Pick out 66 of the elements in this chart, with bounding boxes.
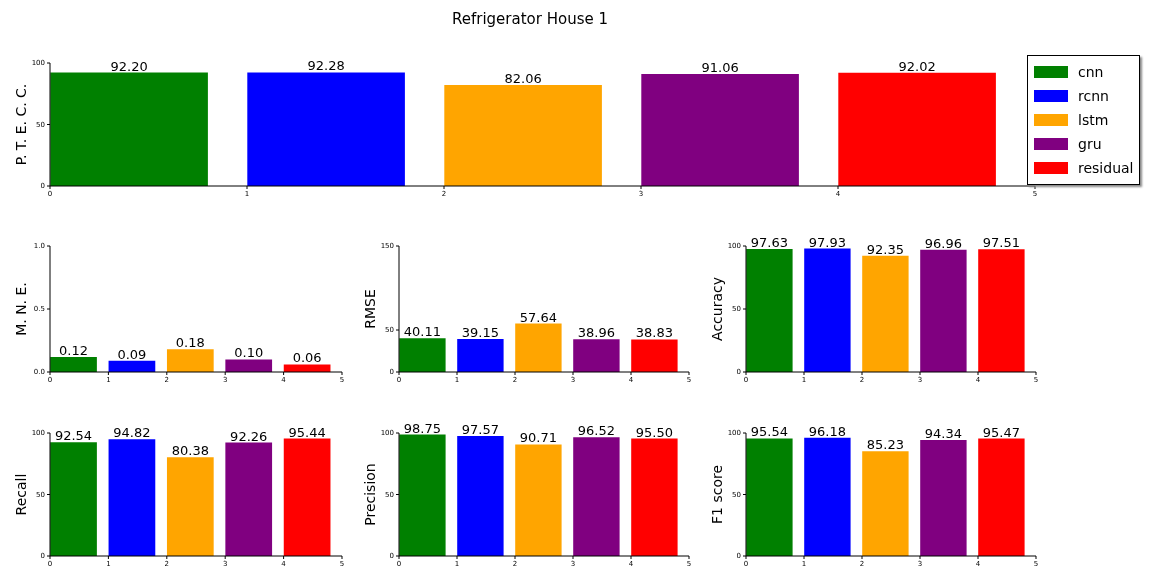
data-label: 97.63 — [750, 234, 789, 250]
data-label: 94.82 — [113, 425, 151, 441]
legend-label: gru — [1078, 136, 1102, 152]
bar — [283, 364, 331, 372]
data-label: 92.20 — [110, 58, 148, 74]
data-label: 95.44 — [288, 424, 326, 440]
bar — [573, 339, 620, 372]
legend-label: rcnn — [1078, 88, 1109, 104]
data-label: 96.52 — [577, 423, 616, 439]
bar — [920, 249, 967, 372]
bar — [283, 438, 331, 556]
legend-label: residual — [1078, 160, 1134, 176]
data-label: 95.54 — [750, 424, 789, 440]
data-label: 85.23 — [866, 437, 905, 453]
data-label: 0.06 — [292, 350, 322, 366]
bar — [225, 442, 273, 556]
bar — [631, 339, 678, 372]
data-label: 82.06 — [504, 71, 542, 87]
data-label: 38.96 — [577, 325, 616, 341]
y-axis-title: Accuracy — [708, 277, 725, 341]
data-label: 97.57 — [461, 421, 500, 437]
data-label: 98.75 — [403, 420, 442, 436]
y-axis-title: Recall — [12, 473, 29, 516]
data-label: 92.28 — [307, 58, 345, 74]
bar — [166, 349, 214, 372]
data-label: 0.10 — [234, 345, 264, 361]
bar — [166, 457, 214, 556]
bar — [50, 356, 97, 372]
data-label: 94.34 — [924, 425, 963, 441]
data-label: 80.38 — [171, 443, 209, 459]
data-label: 0.12 — [59, 342, 88, 358]
data-label: 96.96 — [924, 235, 963, 251]
bar — [50, 442, 97, 556]
data-label: 97.93 — [808, 234, 847, 250]
y-axis-title: F1 score — [708, 464, 725, 525]
bar — [978, 249, 1025, 372]
data-label: 92.26 — [230, 428, 268, 444]
bar — [108, 439, 156, 556]
data-label: 92.54 — [54, 428, 93, 444]
data-label: 0.09 — [117, 346, 147, 362]
bar — [862, 255, 909, 372]
y-axis-title: P. T. E. C. C. — [12, 83, 29, 166]
data-label: 57.64 — [519, 309, 558, 325]
data-label: 0.18 — [175, 335, 205, 351]
data-label: 97.51 — [982, 235, 1021, 251]
y-axis-title: RMSE — [361, 289, 378, 329]
data-label: 96.18 — [808, 423, 847, 439]
y-axis-title: M. N. E. — [12, 282, 29, 336]
data-label: 92.35 — [866, 241, 905, 257]
bar — [804, 248, 851, 372]
legend-label: lstm — [1078, 112, 1109, 128]
legend-label: cnn — [1078, 64, 1104, 80]
data-label: 95.47 — [982, 424, 1021, 440]
y-axis-title: Precision — [361, 463, 378, 526]
chart-title: Refrigerator House 1 — [451, 10, 609, 28]
bar — [399, 338, 446, 372]
bar — [457, 339, 504, 372]
data-label: 40.11 — [403, 324, 442, 340]
data-label: 95.50 — [635, 424, 674, 440]
data-label: 91.06 — [701, 60, 739, 75]
data-label: 92.02 — [898, 58, 936, 74]
bar — [515, 323, 562, 372]
data-label: 39.15 — [461, 325, 500, 341]
data-label: 90.71 — [519, 430, 558, 446]
data-label: 38.83 — [635, 325, 674, 341]
bar — [225, 359, 273, 372]
